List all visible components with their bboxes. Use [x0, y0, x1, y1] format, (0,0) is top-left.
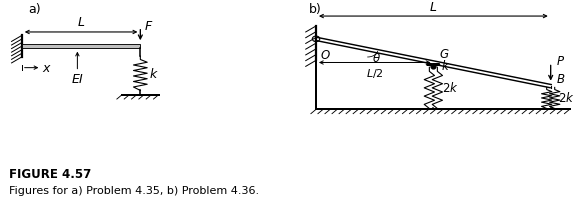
Text: $G$: $G$: [439, 48, 450, 61]
Text: $L/2$: $L/2$: [366, 67, 384, 80]
Text: b): b): [308, 3, 321, 16]
Text: $L$: $L$: [77, 16, 85, 29]
Text: $k$: $k$: [441, 58, 450, 72]
Text: $P$: $P$: [557, 55, 565, 68]
Text: $EI$: $EI$: [71, 73, 84, 86]
Text: $\theta$: $\theta$: [372, 52, 381, 65]
Text: $F$: $F$: [144, 20, 154, 33]
Text: $O$: $O$: [320, 49, 331, 62]
Text: $L$: $L$: [429, 1, 437, 14]
Text: $x$: $x$: [43, 62, 53, 75]
Polygon shape: [22, 45, 140, 49]
Text: $B$: $B$: [557, 72, 566, 85]
Text: $k$: $k$: [149, 67, 159, 81]
Text: a): a): [28, 3, 41, 16]
Text: $2k$: $2k$: [442, 81, 458, 95]
Text: FIGURE 4.57: FIGURE 4.57: [9, 168, 91, 180]
Text: $2k$: $2k$: [558, 91, 575, 105]
Text: Figures for a) Problem 4.35, b) Problem 4.36.: Figures for a) Problem 4.35, b) Problem …: [9, 185, 259, 195]
